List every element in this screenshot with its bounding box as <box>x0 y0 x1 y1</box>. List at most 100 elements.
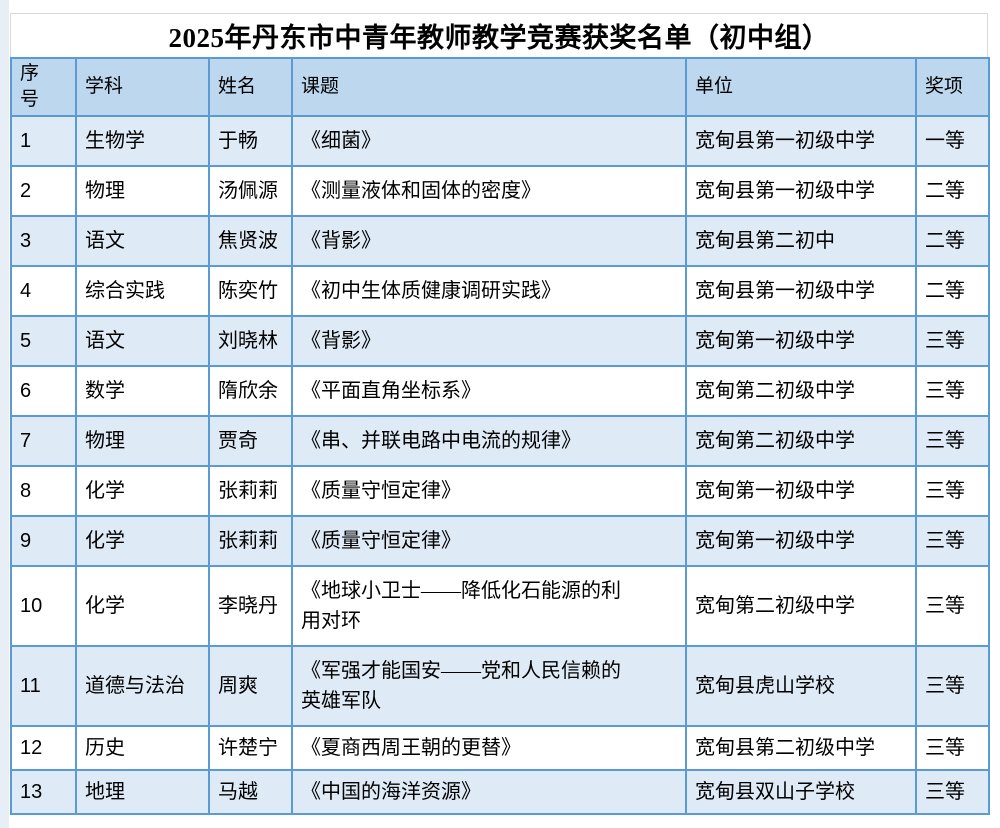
cell-award: 三等 <box>915 315 990 367</box>
cell-award: 二等 <box>915 265 990 317</box>
cell-subject: 化学 <box>75 465 210 517</box>
cell-unit: 宽甸县双山子学校 <box>685 769 917 815</box>
cell-subject: 综合实践 <box>75 265 210 317</box>
cell-unit: 宽甸县第二初中 <box>685 215 917 267</box>
cell-topic: 《质量守恒定律》 <box>291 465 687 517</box>
col-header-subject: 学科 <box>75 57 210 117</box>
page-edge-strip <box>0 0 9 828</box>
cell-name: 周爽 <box>208 645 293 727</box>
cell-name: 刘晓林 <box>208 315 293 367</box>
col-header-unit: 单位 <box>685 57 917 117</box>
cell-topic: 《串、并联电路中电流的规律》 <box>291 415 687 467</box>
cell-name: 于畅 <box>208 115 293 167</box>
table-row: 2 物理 汤佩源 《测量液体和固体的密度》 宽甸县第一初级中学 二等 <box>10 165 990 217</box>
cell-award: 二等 <box>915 165 990 217</box>
table-row: 3 语文 焦贤波 《背影》 宽甸县第二初中 二等 <box>10 215 990 267</box>
table-row: 13 地理 马越 《中国的海洋资源》 宽甸县双山子学校 三等 <box>10 769 990 815</box>
table-row: 5 语文 刘晓林 《背影》 宽甸第一初级中学 三等 <box>10 315 990 367</box>
cell-subject: 地理 <box>75 769 210 815</box>
table-row: 10 化学 李晓丹 《地球小卫士——降低化石能源的利 用对环 宽甸第二初级中学 … <box>10 565 990 647</box>
cell-subject: 化学 <box>75 565 210 647</box>
cell-award: 一等 <box>915 115 990 167</box>
cell-no: 6 <box>10 365 77 417</box>
cell-subject: 化学 <box>75 515 210 567</box>
cell-name: 隋欣余 <box>208 365 293 417</box>
cell-name: 李晓丹 <box>208 565 293 647</box>
table-row: 9 化学 张莉莉 《质量守恒定律》 宽甸第一初级中学 三等 <box>10 515 990 567</box>
cell-topic: 《夏商西周王朝的更替》 <box>291 725 687 771</box>
cell-name: 贾奇 <box>208 415 293 467</box>
cell-no: 12 <box>10 725 77 771</box>
document: 2025年丹东市中青年教师教学竞赛获奖名单（初中组） 序 号 学科 姓名 课题 … <box>10 13 990 815</box>
cell-subject: 物理 <box>75 165 210 217</box>
cell-name: 许楚宁 <box>208 725 293 771</box>
cell-no: 2 <box>10 165 77 217</box>
col-header-award: 奖项 <box>915 57 990 117</box>
cell-award: 三等 <box>915 645 990 727</box>
cell-topic: 《地球小卫士——降低化石能源的利 用对环 <box>291 565 687 647</box>
table-row: 6 数学 隋欣余 《平面直角坐标系》 宽甸第二初级中学 三等 <box>10 365 990 417</box>
cell-unit: 宽甸县第一初级中学 <box>685 115 917 167</box>
table-row: 4 综合实践 陈奕竹 《初中生体质健康调研实践》 宽甸县第一初级中学 二等 <box>10 265 990 317</box>
cell-award: 三等 <box>915 725 990 771</box>
cell-topic: 《中国的海洋资源》 <box>291 769 687 815</box>
cell-unit: 宽甸第一初级中学 <box>685 315 917 367</box>
cell-award: 二等 <box>915 215 990 267</box>
table-row: 12 历史 许楚宁 《夏商西周王朝的更替》 宽甸县第二初级中学 三等 <box>10 725 990 771</box>
cell-award: 三等 <box>915 465 990 517</box>
cell-name: 汤佩源 <box>208 165 293 217</box>
cell-no: 9 <box>10 515 77 567</box>
cell-no: 7 <box>10 415 77 467</box>
cell-unit: 宽甸第二初级中学 <box>685 365 917 417</box>
cell-no: 13 <box>10 769 77 815</box>
cell-no: 11 <box>10 645 77 727</box>
cell-unit: 宽甸县虎山学校 <box>685 645 917 727</box>
cell-no: 10 <box>10 565 77 647</box>
cell-subject: 物理 <box>75 415 210 467</box>
col-header-topic: 课题 <box>291 57 687 117</box>
awards-table-header: 序 号 学科 姓名 课题 单位 奖项 <box>10 57 990 117</box>
cell-unit: 宽甸第一初级中学 <box>685 465 917 517</box>
cell-subject: 生物学 <box>75 115 210 167</box>
cell-no: 4 <box>10 265 77 317</box>
awards-table-body: 1 生物学 于畅 《细菌》 宽甸县第一初级中学 一等 2 物理 汤佩源 《测量液… <box>10 115 990 815</box>
cell-no: 3 <box>10 215 77 267</box>
cell-unit: 宽甸第二初级中学 <box>685 565 917 647</box>
cell-unit: 宽甸县第一初级中学 <box>685 165 917 217</box>
cell-subject: 语文 <box>75 215 210 267</box>
cell-award: 三等 <box>915 415 990 467</box>
cell-name: 焦贤波 <box>208 215 293 267</box>
cell-subject: 语文 <box>75 315 210 367</box>
cell-unit: 宽甸第一初级中学 <box>685 515 917 567</box>
cell-award: 三等 <box>915 565 990 647</box>
cell-subject: 数学 <box>75 365 210 417</box>
cell-no: 8 <box>10 465 77 517</box>
cell-award: 三等 <box>915 515 990 567</box>
cell-subject: 历史 <box>75 725 210 771</box>
cell-name: 张莉莉 <box>208 465 293 517</box>
cell-name: 马越 <box>208 769 293 815</box>
cell-no: 5 <box>10 315 77 367</box>
cell-unit: 宽甸县第二初级中学 <box>685 725 917 771</box>
cell-topic: 《军强才能国安——党和人民信赖的 英雄军队 <box>291 645 687 727</box>
cell-topic: 《初中生体质健康调研实践》 <box>291 265 687 317</box>
cell-unit: 宽甸县第一初级中学 <box>685 265 917 317</box>
awards-table: 序 号 学科 姓名 课题 单位 奖项 1 生物学 于畅 《细菌》 宽甸县第一初级… <box>10 57 990 815</box>
cell-name: 陈奕竹 <box>208 265 293 317</box>
col-header-name: 姓名 <box>208 57 293 117</box>
table-row: 7 物理 贾奇 《串、并联电路中电流的规律》 宽甸第二初级中学 三等 <box>10 415 990 467</box>
cell-topic: 《背影》 <box>291 215 687 267</box>
cell-topic: 《平面直角坐标系》 <box>291 365 687 417</box>
table-row: 8 化学 张莉莉 《质量守恒定律》 宽甸第一初级中学 三等 <box>10 465 990 517</box>
col-header-no: 序 号 <box>10 57 77 117</box>
cell-award: 三等 <box>915 365 990 417</box>
cell-no: 1 <box>10 115 77 167</box>
cell-topic: 《质量守恒定律》 <box>291 515 687 567</box>
title-box: 2025年丹东市中青年教师教学竞赛获奖名单（初中组） <box>10 13 988 57</box>
cell-topic: 《细菌》 <box>291 115 687 167</box>
cell-name: 张莉莉 <box>208 515 293 567</box>
page-title: 2025年丹东市中青年教师教学竞赛获奖名单（初中组） <box>168 23 830 53</box>
table-row: 1 生物学 于畅 《细菌》 宽甸县第一初级中学 一等 <box>10 115 990 167</box>
cell-topic: 《测量液体和固体的密度》 <box>291 165 687 217</box>
cell-subject: 道德与法治 <box>75 645 210 727</box>
